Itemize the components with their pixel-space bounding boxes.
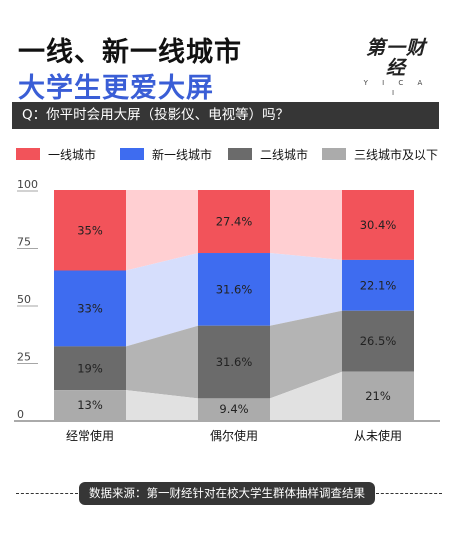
data-label-tier3-2: 9.4% (219, 402, 248, 416)
data-label-tier1-2: 27.4% (216, 215, 253, 229)
legend-swatch-tier2 (228, 148, 252, 160)
connector-band-new-tier1-2 (270, 253, 342, 326)
legend-swatch-new-tier1 (120, 148, 144, 160)
legend-label-tier3: 三线城市及以下 (354, 147, 439, 162)
chart-title-line1: 一线、新一线城市 (18, 37, 242, 68)
bar-segment-tier3-1 (54, 390, 126, 420)
data-source-note: 数据来源：第一财经针对在校大学生群体抽样调查结果 (79, 482, 375, 505)
legend: 一线城市 新一线城市 二线城市 三线城市及以下 (16, 146, 446, 162)
connector-band-tier2-2 (270, 310, 342, 399)
data-label-tier2-3: 26.5% (360, 334, 397, 348)
legend-item-tier3: 三线城市及以下 (322, 146, 438, 162)
data-label-tier1-3: 30.4% (360, 218, 397, 232)
footer-dash-left (16, 493, 78, 494)
data-label-tier1-1: 35% (77, 223, 103, 237)
x-category-label-2: 偶尔使用 (210, 428, 258, 443)
bar-segment-tier2-1 (54, 346, 126, 391)
question-bar: Q：你平时会用大屏（投影仪、电视等）吗？ (12, 102, 439, 129)
connector-band-tier3-1 (126, 390, 198, 420)
bar-segment-tier1-3 (342, 190, 414, 260)
connector-band-tier1-1 (126, 190, 198, 271)
data-label-new-tier1-2: 31.6% (216, 282, 253, 296)
footer-dash-right (376, 493, 442, 494)
legend-item-tier2: 二线城市 (228, 146, 308, 162)
data-label-tier2-1: 19% (77, 361, 103, 375)
y-tick-label-25: 25 (17, 351, 31, 364)
logo-text: 第一财经 (365, 37, 426, 79)
bar-segment-tier2-2 (198, 325, 270, 399)
logo-subtext: Y I C A I (363, 79, 429, 97)
x-category-label-3: 从未使用 (354, 428, 402, 443)
data-label-tier3-3: 21% (365, 389, 391, 403)
y-tick-label-50: 50 (17, 293, 31, 306)
brand-logo: 第一财经 Y I C A I (357, 38, 435, 98)
data-label-tier3-1: 13% (77, 398, 103, 412)
legend-swatch-tier1 (16, 148, 40, 160)
connector-band-new-tier1-1 (126, 253, 198, 347)
y-tick-label-0: 0 (17, 408, 24, 421)
chart-title-line2: 大学生更爱大屏 (18, 73, 214, 104)
data-label-tier2-2: 31.6% (216, 355, 253, 369)
connector-band-tier3-2 (270, 371, 342, 420)
bar-segment-tier2-3 (342, 310, 414, 372)
connector-band-tier2-1 (126, 325, 198, 399)
x-category-label-1: 经常使用 (66, 428, 114, 443)
data-label-new-tier1-1: 33% (77, 301, 103, 315)
connector-band-tier1-2 (270, 190, 342, 260)
y-tick-label-100: 100 (17, 178, 38, 191)
y-tick-label-75: 75 (17, 236, 31, 249)
legend-label-tier2: 二线城市 (260, 147, 309, 162)
legend-label-tier1: 一线城市 (48, 147, 97, 162)
bar-segment-new-tier1-2 (198, 253, 270, 326)
bar-segment-new-tier1-3 (342, 259, 414, 311)
bar-segment-tier1-1 (54, 190, 126, 271)
legend-swatch-tier3 (322, 148, 346, 160)
bar-segment-tier3-2 (198, 398, 270, 420)
legend-item-tier1: 一线城市 (16, 146, 96, 162)
bar-segment-tier3-3 (342, 371, 414, 420)
legend-item-new-tier1: 新一线城市 (120, 146, 212, 162)
bar-segment-tier1-2 (198, 190, 270, 254)
data-label-new-tier1-3: 22.1% (360, 278, 397, 292)
bar-segment-new-tier1-1 (54, 270, 126, 347)
legend-label-new-tier1: 新一线城市 (152, 147, 213, 162)
